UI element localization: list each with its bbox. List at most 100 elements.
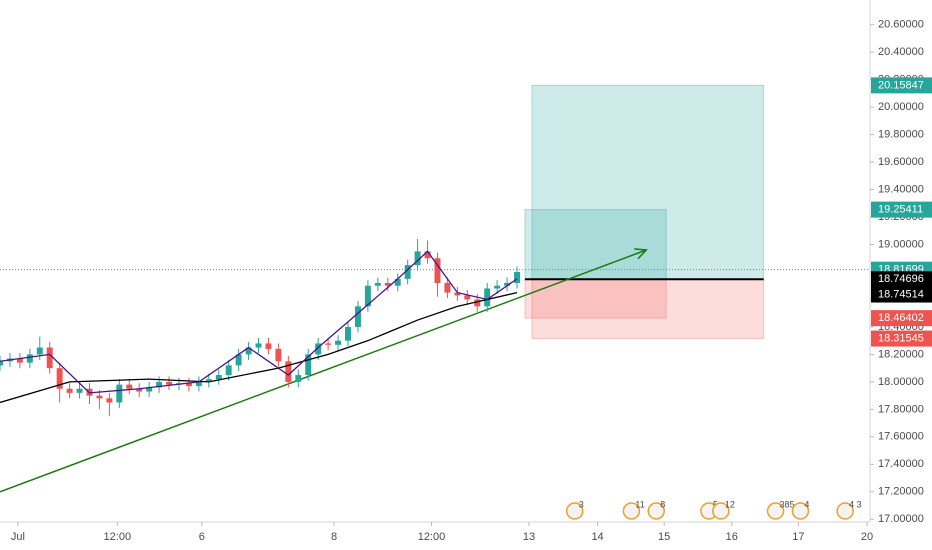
candle-body [166,381,173,385]
y-tick-label: 17.40000 [878,458,924,470]
y-tick-label: 20.40000 [878,46,924,58]
candle-body [494,285,501,289]
candle-body [285,361,292,382]
x-tick-label: 20 [861,531,873,543]
candle-body [255,343,262,348]
entry-price-label: 18.74696 [878,273,924,285]
x-tick-label: 15 [658,531,670,543]
candle-body [464,295,471,300]
x-tick-label: 17 [792,531,804,543]
candle-body [235,354,242,366]
y-tick-label: 20.00000 [878,101,924,113]
y-tick-label: 20.60000 [878,19,924,31]
event-icon [647,502,665,520]
candle-body [454,292,461,296]
stop-price-label: 18.31545 [878,332,924,344]
event-icon [622,502,641,520]
event-label: 385 [780,499,795,509]
candle-body [275,348,282,362]
y-tick-label: 18.20000 [878,348,924,360]
candle-body [295,375,302,382]
candle-body [424,251,431,259]
event-icon [766,502,785,520]
candle-body [156,381,163,388]
moving-average [0,250,518,394]
x-tick-label: 14 [591,531,603,543]
event-icon [791,502,810,520]
candle-body [265,343,272,349]
candle-body [245,347,252,355]
x-tick-label: 16 [726,531,738,543]
candle-body [514,271,521,283]
event-icon [565,502,584,520]
y-tick-label: 17.20000 [878,486,924,498]
candle-body [56,368,63,389]
x-tick-label: 13 [523,531,535,543]
target-price-label-bg [871,77,932,94]
y-tick-label: 17.80000 [878,403,924,415]
x-tick-label: 12:00 [418,531,446,543]
candle-body [26,354,33,363]
candle-body [146,387,153,392]
profit-zone [524,209,667,281]
y-tick-label: 17.00000 [878,513,924,525]
stop-price-label-bg [871,330,932,347]
candle-body [354,306,361,327]
candle-body [205,379,212,382]
entry2-bg [871,286,932,303]
x-tick-label: 8 [331,531,337,543]
candle-body [484,288,491,307]
candle-body [404,265,411,279]
y-tick-label: 19.80000 [878,129,924,141]
candle-body [66,388,73,393]
candle-body [374,282,381,286]
candle-body [106,398,113,403]
candle-body [36,347,43,355]
event-label: 3 [579,499,584,509]
candle-body [444,282,451,293]
x-tick-label: 12:00 [104,531,132,543]
candle-body [384,282,391,286]
candle-body [345,326,351,341]
candle-body [504,282,511,286]
x-tick-label: Jul [11,531,25,543]
entry-price-label: 18.74514 [878,288,924,300]
entry-price-label-bg [871,271,932,288]
candle-body [225,365,232,376]
event-icon [836,502,854,520]
y-tick-label: 19.00000 [878,238,924,250]
y-tick-label: 19.60000 [878,156,924,168]
candle-body [126,384,133,389]
loss-zone [524,279,667,319]
y-tick-label: 18.00000 [878,376,924,388]
candle-body [394,278,401,286]
stop-price-label: 18.46402 [878,312,924,324]
candle-body [364,285,371,307]
target-price-label: 20.15847 [878,79,924,91]
candle-body [76,388,83,393]
trendline-arrowhead [634,248,648,260]
candle-body [46,347,53,369]
x-tick-label: 6 [199,531,205,543]
event-label: 11 [635,499,644,509]
candle-body [116,384,123,403]
target-price-label: 19.25411 [878,204,923,216]
candle-body [315,343,322,355]
y-tick-label: 17.60000 [878,431,924,443]
target-price-label-bg [871,201,932,218]
event-label: 8 [660,499,665,509]
event-label: 4 3 [849,499,862,509]
event-label: 12 [725,499,735,509]
candle-body [0,361,3,366]
candle-body [434,258,441,283]
candle-body [335,340,342,345]
candle-body [414,251,421,266]
candle-body [96,395,103,399]
event-icon [712,502,730,520]
candle-body [185,383,192,387]
candle-body [136,388,143,392]
candle-body [16,358,23,363]
candle-body [474,299,481,307]
